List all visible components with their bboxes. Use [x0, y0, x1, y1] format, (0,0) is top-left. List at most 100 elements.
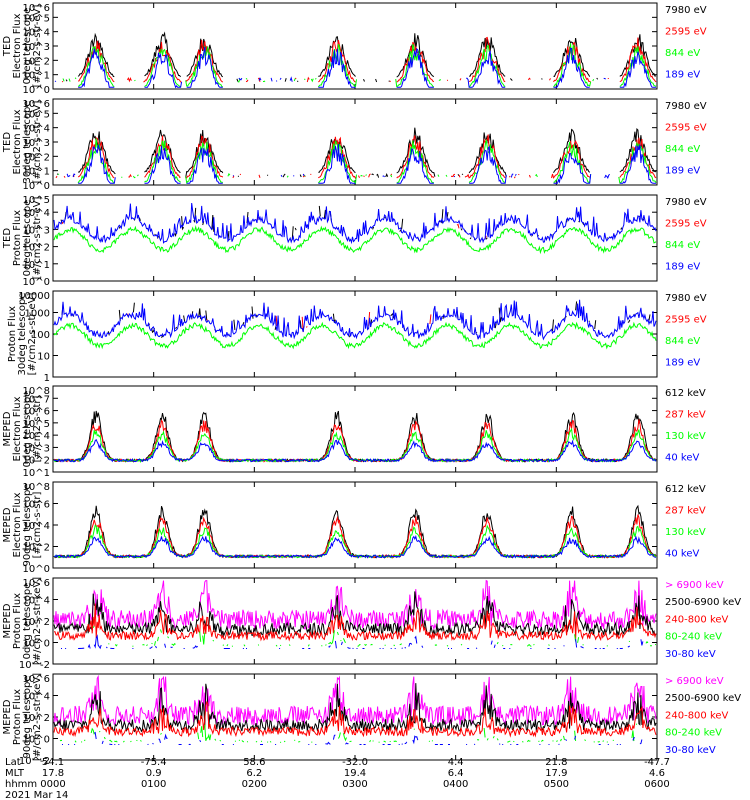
y-tick-label: 10000	[18, 291, 50, 302]
y-tick-label: 10^4	[23, 692, 50, 703]
y-tick-label: 10^0	[23, 277, 50, 288]
y-axis-label: 30deg telescope	[17, 292, 28, 375]
y-tick-label: 10^8	[23, 386, 50, 397]
legend-entry: 2500-6900 keV	[665, 693, 741, 704]
y-axis-label: [#/cm2-s-str-eV]	[32, 101, 43, 184]
series-80-240-kev	[92, 625, 657, 647]
y-tick-label: 10^0	[23, 564, 50, 575]
y-tick-label: 1000	[25, 309, 50, 320]
y-tick-label: 10^2	[23, 152, 50, 163]
series-130-kev	[53, 427, 657, 464]
y-tick-label: 10^3	[23, 42, 50, 53]
y-axis-label: [#/cm2-s-str-eV]	[32, 5, 43, 88]
series-2500-6900-kev	[53, 683, 657, 734]
x-tick-hhmm: 0400	[443, 779, 468, 790]
legend-entry: 844 eV	[665, 240, 700, 251]
series-612-kev	[53, 504, 657, 559]
y-tick-label: 10	[37, 352, 50, 363]
series-240-800-kev	[54, 603, 657, 642]
y-axis-label: MEPED	[2, 699, 13, 734]
series-189-ev	[66, 143, 656, 184]
y-axis-label: TED	[2, 228, 13, 249]
y-tick-label: 10^-2	[19, 756, 50, 767]
x-tick-lat: 58.6	[243, 757, 265, 768]
x-tick-lat: -47.7	[644, 757, 670, 768]
legend-entry: 2595 eV	[665, 123, 707, 134]
y-axis-label: 0deg telescope	[22, 583, 33, 660]
legend-entry: 612 keV	[665, 388, 706, 399]
y-tick-label: 10^2	[23, 56, 50, 67]
legend-entry: 80-240 keV	[665, 632, 722, 643]
y-tick-label: 10^0	[23, 639, 50, 650]
x-tick-lat: 21.8	[545, 757, 567, 768]
legend-entry: 30-80 keV	[665, 745, 716, 756]
x-tick-lat: -75.4	[141, 757, 167, 768]
panel-2: 10^0 10^1 10^2 10^3 10^4 10^510^6 TED Electron …	[2, 98, 707, 192]
y-axis-label: Electron Flux	[12, 109, 23, 174]
y-axis-label: Electron Flux	[12, 13, 23, 78]
x-tick-mlt: 0.9	[146, 768, 162, 779]
y-tick-label: 10^4	[23, 596, 50, 607]
series-40-kev	[53, 438, 657, 463]
y-axis-label: Electron Flux	[12, 492, 23, 557]
x-tick-hhmm: 0200	[242, 779, 267, 790]
x-tick-mlt: 19.4	[344, 768, 366, 779]
y-tick-label: 10^4	[23, 431, 50, 442]
x-tick-mlt: 6.2	[246, 768, 262, 779]
plot-frame	[52, 290, 658, 378]
y-tick-label: 10^4	[23, 124, 50, 135]
y-tick-label: 10^6	[23, 578, 50, 589]
legend-entry: 189 eV	[665, 166, 700, 177]
y-tick-label: 10^6	[23, 674, 50, 685]
y-axis-label: 30deg telescope	[22, 100, 33, 183]
panel-8: 10^-2 10^0 10^2 10^4 10^6 MEPED Proton Flux 90d…	[2, 673, 741, 767]
date-label: 2021 Mar 14	[5, 790, 68, 800]
y-tick-label: 10^2	[23, 456, 50, 467]
y-tick-label: 10^-2	[19, 660, 50, 671]
legend-entry: 30-80 keV	[665, 649, 716, 660]
legend-entry: 130 keV	[665, 527, 706, 538]
y-tick-label: 10^1	[23, 167, 50, 178]
x-row-label: Lat	[5, 757, 21, 768]
legend-entry: 844 eV	[665, 48, 700, 59]
x-tick-lat: 4.4	[448, 757, 464, 768]
y-tick-label: 10^2	[23, 617, 50, 628]
y-tick-label: 10^0	[23, 735, 50, 746]
series-189-ev	[53, 299, 657, 341]
y-axis-label: TED	[2, 132, 13, 153]
x-tick-hhmm: 0000	[40, 779, 65, 790]
legend-entry: > 6900 keV	[665, 676, 724, 687]
series-240-800-kev	[53, 700, 657, 738]
legend-entry: 80-240 keV	[665, 728, 722, 739]
x-tick-lat: 54.1	[42, 757, 64, 768]
y-tick-label: 1	[44, 373, 50, 384]
x-tick-mlt: 4.6	[649, 768, 665, 779]
y-axis-label: MEPED	[2, 507, 13, 542]
series--6900-kev	[53, 579, 657, 631]
series-30-80-kev	[61, 636, 654, 649]
legend-entry: 7980 eV	[665, 197, 707, 208]
legend-entry: 612 keV	[665, 484, 706, 495]
y-axis-label: [#/cm2-s-str]	[32, 491, 43, 558]
y-axis-label: Proton Flux	[12, 689, 23, 745]
y-tick-label: 10^6	[23, 500, 50, 511]
x-tick-hhmm: 0100	[141, 779, 166, 790]
y-tick-label: 10^7	[23, 394, 50, 405]
x-axis-annotation: LatMLThhmm54.117.80000-75.40.9010058.66.…	[5, 757, 670, 800]
legend-entry: 287 keV	[665, 506, 706, 517]
y-axis-label: 0deg telescope	[22, 391, 33, 468]
y-tick-label: 100	[31, 330, 50, 341]
legend-entry: 2595 eV	[665, 27, 707, 38]
x-tick-mlt: 17.9	[545, 768, 567, 779]
y-axis-label: [#/cm2-s-str]	[32, 395, 43, 462]
panel-5: 10^110^2 10^310^410^510^6 10^710^8 MEPED Ele…	[2, 385, 706, 479]
y-tick-label: 10^8	[23, 482, 50, 493]
y-axis-label: MEPED	[2, 603, 13, 638]
y-tick-label: 10^0	[23, 85, 50, 96]
series-40-kev	[53, 534, 657, 559]
legend-entry: 844 eV	[665, 144, 700, 155]
y-axis-label: 90deg telescope	[22, 483, 33, 566]
series-2595-ev	[55, 134, 657, 180]
y-tick-label: 10^3	[23, 138, 50, 149]
